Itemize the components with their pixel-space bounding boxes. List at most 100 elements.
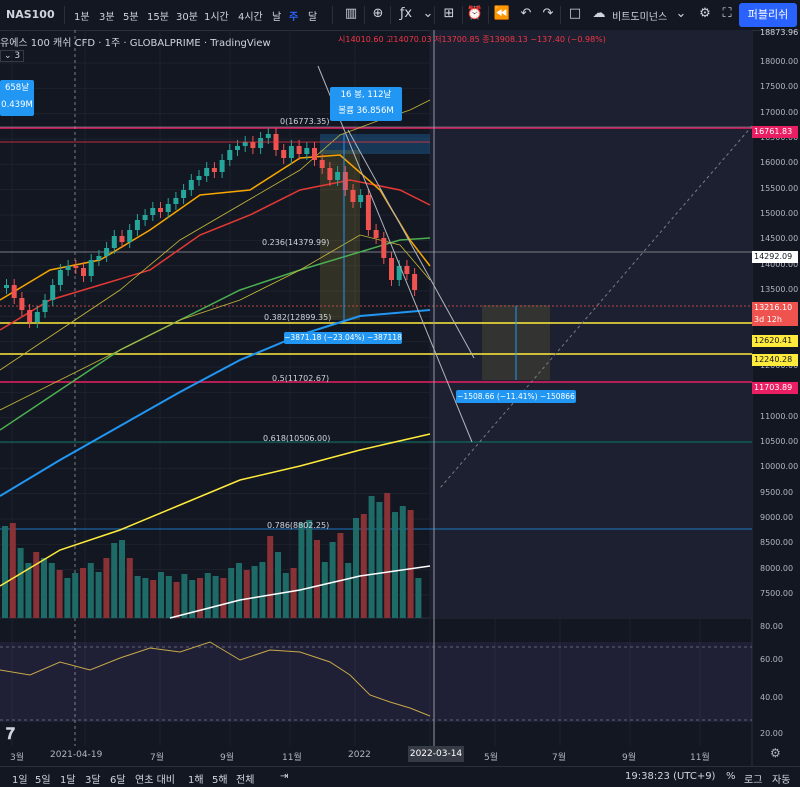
publish-button[interactable]: 퍼블리쉬: [739, 3, 797, 27]
bollinger-lower: [0, 234, 431, 411]
candle-body: [111, 236, 117, 248]
fib-level-0618: 0.618(10506.00): [263, 434, 331, 443]
range-1d[interactable]: 1일: [12, 775, 28, 786]
range-5y[interactable]: 5해: [212, 775, 228, 786]
timeframe-15m[interactable]: 15분: [147, 12, 169, 23]
range-all[interactable]: 전체: [236, 775, 255, 786]
timeframe-day[interactable]: 날: [272, 12, 282, 23]
dropdown-chevron-icon[interactable]: ⌄: [422, 6, 434, 21]
chart-pane[interactable]: [0, 30, 800, 766]
drop-measure-label-2[interactable]: −1508.66 (−11.41%) −150866: [456, 390, 576, 403]
volume-bar: [48, 563, 55, 618]
cloud-icon[interactable]: ☁: [592, 6, 606, 21]
candle-body: [312, 148, 317, 160]
range-6m[interactable]: 6달: [110, 775, 126, 786]
timeframe-3m[interactable]: 3분: [99, 12, 115, 23]
price-axis-tick: 11000.00: [760, 411, 799, 421]
layout-square-icon[interactable]: □: [568, 6, 582, 21]
volume-bar: [384, 493, 391, 618]
candlesticks: [4, 128, 418, 328]
range-5d[interactable]: 5일: [35, 775, 51, 786]
dropdown-chevron-icon[interactable]: ⌄: [675, 6, 687, 21]
symbol-title[interactable]: 유에스 100 캐쉬 CFD · 1주 · GLOBALPRIME · Trad…: [0, 38, 271, 49]
candle-body: [365, 195, 371, 230]
undo-icon[interactable]: ↶: [520, 6, 532, 21]
fullscreen-icon[interactable]: ⛶: [722, 6, 732, 21]
symbol-search[interactable]: NAS100: [6, 8, 55, 21]
volume-bars: [2, 493, 422, 618]
redo-icon[interactable]: ↷: [542, 6, 554, 21]
range-callout-main[interactable]: 16 봉, 112날 볼륨 36.856M: [330, 87, 402, 121]
candle-body: [4, 285, 9, 288]
timeframe-month[interactable]: 달: [308, 12, 318, 23]
add-compare-icon[interactable]: ⊕: [372, 6, 384, 21]
timeframe-5m[interactable]: 5분: [123, 12, 139, 23]
timeframe-4h[interactable]: 4시간: [238, 12, 263, 23]
price-axis-tick: 15000.00: [760, 209, 799, 218]
alert-clock-icon[interactable]: ⏰: [466, 6, 484, 21]
toolbar-separator: [390, 6, 391, 24]
timeframe-1h[interactable]: 1시간: [204, 12, 229, 23]
templates-icon[interactable]: ⊞: [443, 6, 455, 21]
log-toggle[interactable]: 로그: [744, 775, 763, 786]
gear-icon[interactable]: ⚙: [770, 746, 781, 760]
volume-bar: [80, 568, 86, 618]
replay-icon[interactable]: ⏪: [493, 6, 511, 21]
range-ytd[interactable]: 연초 대비: [135, 775, 175, 786]
price-axis-tick: 10500.00: [760, 437, 799, 446]
range-callout-left[interactable]: 658날 0.439M: [0, 80, 34, 116]
price-axis-tick: 9500.00: [760, 487, 794, 497]
candle-body: [65, 266, 71, 270]
candle-body: [335, 172, 341, 180]
candle-type-icon[interactable]: ▥: [344, 6, 358, 21]
candle-body: [211, 168, 217, 172]
candle-body: [181, 190, 187, 198]
candle-body: [235, 146, 240, 150]
chevron-down-icon: ⌄: [4, 51, 12, 61]
indicator-count-badge[interactable]: ⌄ 3: [0, 50, 25, 62]
candle-body: [250, 142, 256, 148]
toolbar-separator: [64, 6, 65, 24]
price-axis-tick: 10000.00: [760, 462, 799, 472]
ma-white: [169, 565, 431, 619]
volume-bar: [376, 502, 383, 618]
layout-name[interactable]: 비트도미넌스: [612, 12, 668, 23]
goto-date-icon[interactable]: ⇥: [280, 771, 289, 782]
price-axis-tick: 17500.00: [760, 82, 799, 92]
candle-body: [296, 146, 302, 154]
price-axis-tick: 18000.00: [760, 57, 799, 66]
candle-body: [150, 208, 156, 215]
volume-bar: [321, 562, 328, 618]
oscillator-axis-tick: 60.00: [760, 655, 783, 664]
timeframe-30m[interactable]: 30분: [176, 12, 198, 23]
drawings: [0, 65, 753, 489]
top-toolbar: NAS100 1분 3분 5분 15분 30분 1시간 4시간 날 주 달 ▥ …: [0, 0, 800, 31]
candle-body: [42, 300, 48, 312]
range-1y[interactable]: 1해: [188, 775, 204, 786]
timeframe-1m[interactable]: 1분: [74, 12, 90, 23]
indicators-icon[interactable]: ƒx: [399, 6, 413, 21]
auto-toggle[interactable]: 자동: [772, 775, 791, 786]
crosshair-time-label: 2022-03-14: [408, 746, 464, 762]
timeframe-week[interactable]: 주: [289, 12, 299, 23]
candle-body: [73, 266, 79, 268]
candle-body: [165, 204, 171, 212]
drop-measure-label-1[interactable]: −3871.18 (−23.04%) −387118: [284, 332, 402, 344]
price-axis-tick: 13500.00: [760, 285, 799, 294]
volume-bar: [2, 526, 8, 618]
settings-gear-icon[interactable]: ⚙: [699, 6, 711, 21]
candle-body: [34, 312, 40, 322]
percent-toggle[interactable]: %: [726, 771, 736, 782]
oscillator-line: [0, 641, 431, 717]
range-3m[interactable]: 3달: [85, 775, 101, 786]
price-axis-tick: 15500.00: [760, 183, 799, 193]
time-axis-tick: 7월: [150, 753, 165, 763]
volume-bar: [337, 533, 344, 618]
volume-bar: [197, 578, 203, 618]
volume-bar: [56, 570, 63, 618]
price-axis-tick: 7500.00: [760, 589, 794, 598]
clock-time[interactable]: 19:38:23 (UTC+9): [625, 771, 716, 782]
volume-bar: [399, 506, 406, 618]
range-1m[interactable]: 1달: [60, 775, 76, 786]
candle-body: [50, 285, 56, 300]
